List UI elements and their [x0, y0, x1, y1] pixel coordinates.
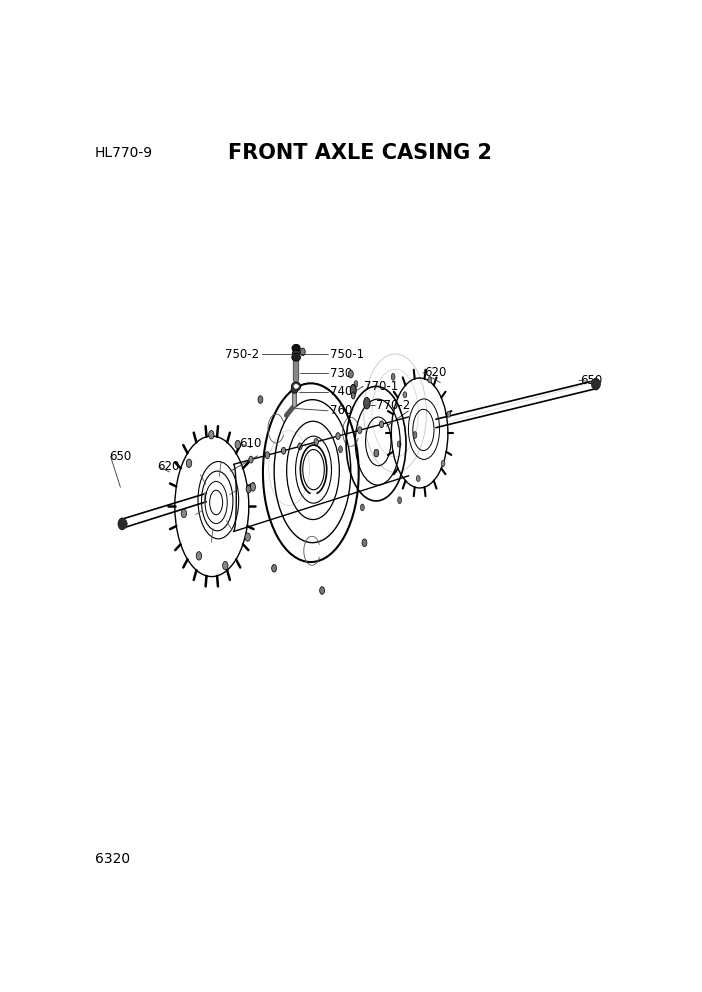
- Ellipse shape: [292, 350, 300, 357]
- Ellipse shape: [196, 552, 201, 560]
- Ellipse shape: [350, 385, 356, 396]
- Ellipse shape: [441, 460, 445, 466]
- Text: HL770-9: HL770-9: [95, 146, 153, 160]
- Ellipse shape: [250, 483, 256, 491]
- Ellipse shape: [428, 377, 432, 383]
- Ellipse shape: [186, 459, 192, 467]
- Ellipse shape: [364, 398, 370, 409]
- Ellipse shape: [292, 344, 300, 352]
- Text: 6320: 6320: [95, 852, 130, 866]
- Text: 760: 760: [330, 405, 352, 418]
- Text: 650: 650: [580, 374, 602, 387]
- Text: 650: 650: [110, 450, 132, 463]
- Ellipse shape: [447, 411, 451, 418]
- Ellipse shape: [397, 497, 402, 504]
- Ellipse shape: [351, 392, 355, 399]
- Ellipse shape: [416, 475, 420, 481]
- Ellipse shape: [291, 382, 300, 391]
- Ellipse shape: [362, 539, 367, 547]
- Ellipse shape: [235, 440, 241, 448]
- Ellipse shape: [292, 353, 300, 361]
- Ellipse shape: [246, 485, 251, 493]
- Text: 730: 730: [330, 367, 352, 380]
- Ellipse shape: [319, 586, 324, 594]
- Ellipse shape: [379, 421, 384, 428]
- Ellipse shape: [118, 519, 127, 529]
- Ellipse shape: [282, 447, 286, 454]
- Ellipse shape: [181, 509, 187, 518]
- Ellipse shape: [391, 373, 395, 380]
- Ellipse shape: [338, 445, 343, 452]
- Ellipse shape: [413, 432, 417, 438]
- Text: 620: 620: [424, 366, 446, 379]
- Text: FRONT AXLE CASING 2: FRONT AXLE CASING 2: [227, 144, 492, 164]
- Text: 750-1: 750-1: [330, 348, 364, 361]
- Ellipse shape: [397, 441, 401, 447]
- Ellipse shape: [591, 379, 600, 390]
- Text: 740: 740: [330, 385, 352, 398]
- Ellipse shape: [258, 396, 263, 404]
- Ellipse shape: [336, 433, 340, 439]
- Text: 750-2: 750-2: [225, 348, 259, 361]
- Ellipse shape: [403, 392, 406, 398]
- Text: 770-1: 770-1: [364, 380, 398, 393]
- Ellipse shape: [208, 431, 214, 439]
- Ellipse shape: [223, 561, 228, 569]
- Ellipse shape: [374, 449, 379, 457]
- Ellipse shape: [291, 387, 298, 393]
- Ellipse shape: [360, 504, 364, 511]
- Text: 770-2: 770-2: [376, 399, 411, 412]
- Ellipse shape: [357, 427, 362, 434]
- Ellipse shape: [298, 442, 302, 449]
- Ellipse shape: [314, 438, 319, 445]
- Ellipse shape: [272, 564, 277, 572]
- Text: 610: 610: [239, 437, 261, 450]
- Ellipse shape: [249, 456, 253, 463]
- Ellipse shape: [294, 385, 298, 388]
- Ellipse shape: [265, 451, 270, 458]
- Ellipse shape: [300, 348, 305, 356]
- Text: 620: 620: [157, 460, 180, 473]
- Ellipse shape: [245, 533, 251, 542]
- Ellipse shape: [348, 370, 353, 378]
- Ellipse shape: [354, 381, 358, 388]
